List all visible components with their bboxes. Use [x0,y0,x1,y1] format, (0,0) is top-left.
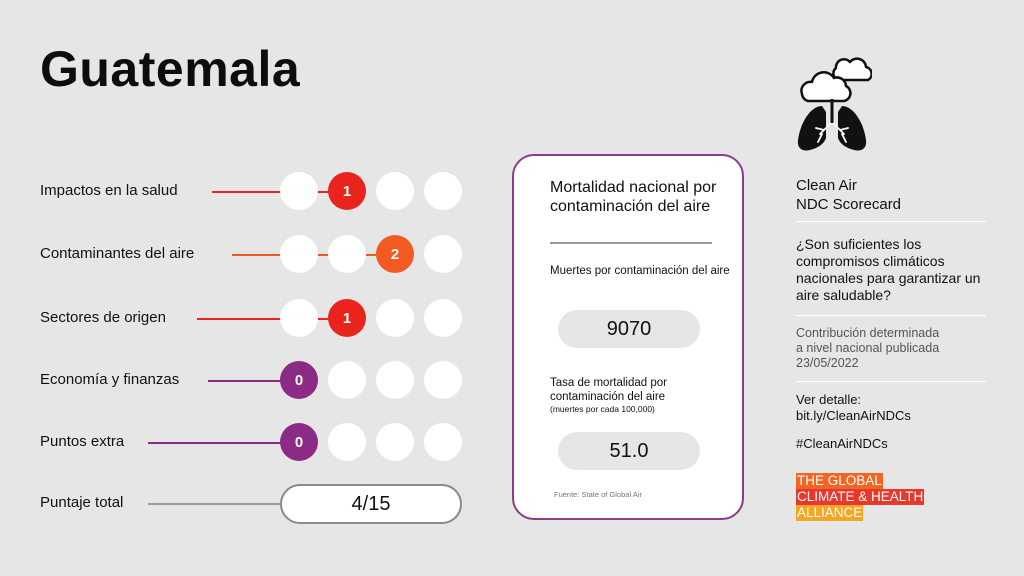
rate-label: Tasa de mortalidad por contaminación del… [550,377,667,403]
hashtag[interactable]: #CleanAirNDCs [796,436,888,451]
card-title: Mortalidad nacional por contaminación de… [550,179,717,215]
score-row-label: Economía y finanzas [40,371,180,388]
score-dot-active: 2 [376,235,414,273]
scorecard-question: ¿Son suficientes los compromisos climáti… [796,236,981,303]
score-row-label: Puntos extra [40,433,125,450]
score-dot [376,423,414,461]
score-dot-active: 1 [328,172,366,210]
score-connector [148,442,290,444]
score-dot-active: 1 [328,299,366,337]
total-row: Puntaje total [0,484,480,524]
details-link[interactable]: bit.ly/CleanAirNDCs [796,408,911,423]
score-row-label: Sectores de origen [40,309,166,326]
rate-value: 51.0 [558,432,700,470]
score-row: Puntos extra 0 [0,423,480,463]
details-label: Ver detalle: [796,392,862,407]
logo-line1: THE GLOBAL [796,473,883,489]
deaths-value: 9070 [558,310,700,348]
rate-note: (muertes por cada 100,000) [550,404,655,414]
score-connector [197,318,338,320]
details-block: Ver detalle: bit.ly/CleanAirNDCs [796,392,988,424]
score-dot [376,361,414,399]
logo-line3: ALLIANCE [796,505,864,521]
total-connector [148,503,280,505]
score-dot [424,172,462,210]
score-row: Sectores de origen 1 [0,299,480,339]
score-row: Impactos en la salud 1 [0,172,480,212]
total-score-box: 4/15 [280,484,462,524]
scorecard-title: Clean Air NDC Scorecard [796,176,988,214]
score-dot [280,172,318,210]
score-dot [376,299,414,337]
card-source: Fuente: State of Global Air [554,490,642,499]
score-row: Economía y finanzas 0 [0,361,480,401]
score-dot [424,235,462,273]
logo-line2: CLIMATE & HEALTH [796,489,925,505]
score-dot [280,299,318,337]
score-row-label: Impactos en la salud [40,182,178,199]
score-connector [208,380,290,382]
score-dot-active: 0 [280,423,318,461]
page-title: Guatemala [40,41,301,97]
score-dot [376,172,414,210]
scorecard-title-line1: Clean Air [796,177,857,194]
score-dot [328,361,366,399]
sidebar-divider [796,221,986,222]
score-dot-active: 0 [280,361,318,399]
scorecard-title-line2: NDC Scorecard [796,196,902,213]
score-dot [424,361,462,399]
clouds-lungs-icon [792,44,873,161]
ndc-date: 23/05/2022 [796,356,859,370]
score-connector [212,191,338,193]
score-dot [424,299,462,337]
score-dot [328,235,366,273]
score-row-label: Contaminantes del aire [40,245,195,262]
sidebar-divider [796,381,986,382]
sidebar-divider [796,315,986,316]
total-label: Puntaje total [40,494,124,511]
card-divider [550,242,712,244]
deaths-label: Muertes por contaminación del aire [550,265,730,277]
score-dot [328,423,366,461]
mortality-card: Mortalidad nacional por contaminación de… [512,154,744,520]
ndc-info: Contribución determinada a nivel naciona… [796,326,988,371]
alliance-logo: THE GLOBAL CLIMATE & HEALTH ALLIANCE [796,473,925,521]
score-dot [424,423,462,461]
ndc-line1: Contribución determinada [796,326,940,340]
ndc-line2: a nivel nacional publicada [796,341,940,355]
score-dot [280,235,318,273]
score-row: Contaminantes del aire 2 [0,235,480,275]
